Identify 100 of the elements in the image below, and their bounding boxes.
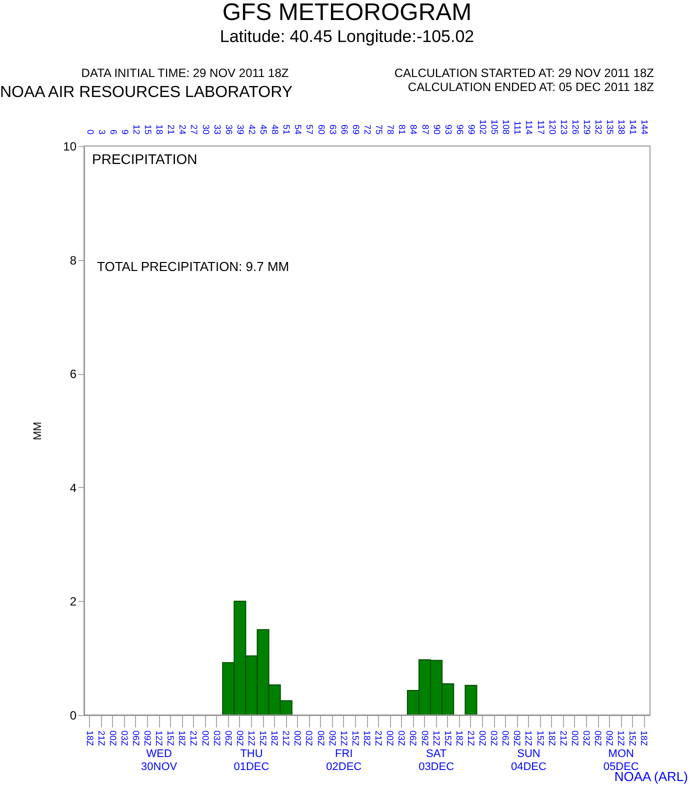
- x2-tick-label: 30: [200, 124, 211, 134]
- x2-tick-label: 108: [501, 119, 512, 134]
- y-tick-label: 10: [63, 140, 77, 154]
- x2-tick-label: 78: [386, 124, 396, 134]
- x2-tick-label: 45: [258, 124, 269, 134]
- x-tick-label: 09Z: [512, 730, 522, 747]
- x2-tick-label: 21: [166, 124, 176, 134]
- x-tick-label: 18Z: [546, 730, 557, 747]
- x2-tick-label: 138: [616, 119, 627, 134]
- x-tick-label: 12Z: [246, 730, 256, 747]
- x-tick-label: 12Z: [524, 730, 534, 747]
- x2-tick-label: 114: [524, 120, 534, 134]
- y-tick-label: 2: [70, 594, 77, 609]
- x2-tick-label: 117: [536, 120, 546, 134]
- x-tick-label: 06Z: [593, 730, 604, 747]
- x-tick-label: 15Z: [258, 730, 268, 747]
- y-tick-label: 6: [70, 367, 77, 382]
- x-tick-label: 18Z: [84, 730, 95, 747]
- x-tick-label: 18Z: [454, 730, 464, 747]
- x2-tick-label: 51: [282, 124, 292, 134]
- x2-tick-label: 75: [374, 124, 384, 134]
- x-tick-label: 18Z: [639, 730, 650, 747]
- x2-tick-label: 9: [120, 129, 130, 134]
- x2-tick-label: 42: [246, 124, 257, 134]
- x-tick-label: 09Z: [234, 730, 245, 747]
- x2-tick-label: 93: [443, 124, 454, 134]
- text: CALCULATION ENDED AT: 05 DEC 2011 18Z: [408, 80, 654, 94]
- x2-tick-label: 66: [339, 124, 350, 134]
- x2-tick-label: 141: [628, 119, 638, 134]
- x-tick-label: 03Z: [304, 730, 314, 747]
- x2-tick-label: 18: [154, 124, 165, 134]
- x-tick-label: 00Z: [200, 730, 210, 747]
- x2-tick-label: 126: [570, 119, 580, 134]
- y-tick-label: 0: [70, 708, 77, 722]
- x2-tick-label: 123: [558, 119, 569, 134]
- annotation: TOTAL PRECIPITATION: 9.7 MM: [97, 259, 290, 274]
- x-tick-label: 00Z: [292, 730, 303, 747]
- x-tick-label: 15Z: [442, 730, 453, 747]
- text: FRI 02DEC: [326, 748, 362, 773]
- x2-tick-label: 24: [178, 124, 188, 134]
- x2-tick-label: 3: [96, 129, 107, 134]
- x2-tick-label: 0: [85, 129, 96, 134]
- x-tick-label: 06Z: [130, 730, 141, 747]
- x-tick-label: 03Z: [119, 730, 130, 747]
- x2-tick-label: 60: [316, 124, 326, 134]
- x-tick-label: 21Z: [374, 730, 384, 747]
- x2-tick-label: 87: [420, 124, 430, 134]
- annotation: PRECIPITATION: [92, 151, 198, 167]
- x-tick-label: 15Z: [166, 730, 176, 747]
- chart-title: GFS METEOROGRAM: [222, 0, 472, 26]
- x-tick-label: 12Z: [431, 730, 442, 747]
- x2-tick-label: 105: [490, 119, 500, 134]
- x-tick-label: 09Z: [604, 730, 615, 747]
- x2-tick-label: 129: [582, 119, 592, 134]
- x2-tick-label: 99: [466, 124, 476, 134]
- x2-tick-label: 39: [235, 124, 246, 134]
- bar: [464, 684, 478, 716]
- x-tick-label: 03Z: [212, 730, 222, 747]
- x2-tick-label: 96: [454, 124, 465, 134]
- x-tick-label: 12Z: [154, 730, 164, 747]
- x-tick-label: 18Z: [177, 730, 188, 747]
- x-tick-label: 09Z: [327, 730, 338, 747]
- x2-tick-label: 72: [362, 124, 372, 134]
- x-tick-label: 09Z: [420, 730, 430, 747]
- x2-tick-label: 6: [108, 129, 118, 134]
- text: SUN 04DEC: [510, 748, 546, 773]
- x-tick-label: 03Z: [581, 730, 592, 747]
- text: CALCULATION STARTED AT: 29 NOV 2011 18Z: [394, 66, 654, 80]
- x-tick-label: 15Z: [350, 730, 360, 747]
- x2-tick-label: 54: [293, 124, 304, 134]
- x2-tick-label: 144: [640, 119, 650, 134]
- x-tick-label: 06Z: [500, 730, 511, 747]
- x2-tick-label: 63: [328, 124, 338, 134]
- x-tick-label: 09Z: [142, 730, 153, 747]
- x-tick-label: 18Z: [362, 730, 372, 747]
- x-tick-label: 00Z: [478, 730, 488, 747]
- text: WED 30NOV: [141, 748, 178, 773]
- x2-tick-label: 12: [131, 124, 142, 134]
- x2-tick-label: 102: [478, 119, 488, 134]
- x2-tick-label: 90: [432, 124, 442, 134]
- text: DATA INITIAL TIME: 29 NOV 2011 18Z: [81, 66, 289, 80]
- y-axis-title: MM: [32, 422, 44, 440]
- x2-tick-label: 15: [143, 124, 154, 134]
- x-tick-label: 03Z: [489, 730, 500, 747]
- x2-tick-label: 48: [270, 124, 280, 134]
- x-tick-label: 15Z: [628, 730, 638, 747]
- x-tick-label: 21Z: [96, 730, 106, 747]
- x-tick-label: 03Z: [396, 730, 407, 747]
- x-tick-label: 21Z: [281, 730, 292, 747]
- x-tick-label: 21Z: [558, 730, 568, 747]
- x-tick-label: 12Z: [616, 730, 626, 747]
- chart-subtitle: Latitude: 40.45 Longitude:-105.02: [220, 27, 474, 46]
- x-tick-label: 06Z: [316, 730, 326, 747]
- x2-tick-label: 33: [212, 124, 222, 134]
- text: THU 01DEC: [234, 748, 270, 773]
- text: NOAA AIR RESOURCES LABORATORY: [0, 84, 293, 101]
- y-tick-label: 8: [70, 253, 77, 268]
- x-tick-label: 15Z: [535, 730, 546, 747]
- x-tick-label: 12Z: [338, 730, 349, 747]
- x2-tick-label: 69: [350, 124, 361, 134]
